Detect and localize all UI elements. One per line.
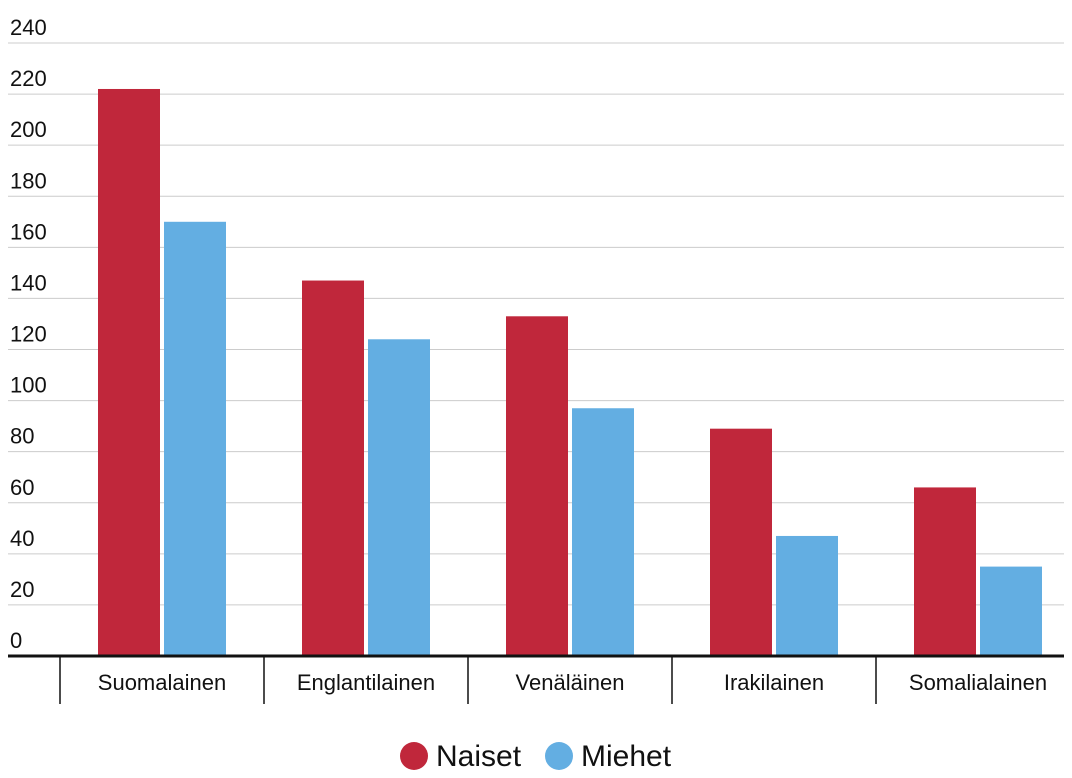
bar-miehet-irakilainen	[776, 535, 838, 656]
bar-miehet-somalialainen	[980, 566, 1042, 656]
x-tick-label: Venäläinen	[516, 670, 625, 695]
y-tick-label: 60	[10, 475, 34, 500]
y-tick-label: 240	[10, 15, 47, 40]
y-tick-label: 100	[10, 373, 47, 398]
x-tick-label: Irakilainen	[724, 670, 824, 695]
bar-naiset-somalialainen	[914, 487, 976, 656]
bar-miehet-venäläinen	[572, 408, 634, 656]
legend-marker-naiset	[400, 742, 428, 770]
bar-naiset-englantilainen	[302, 280, 364, 656]
bar-miehet-englantilainen	[368, 339, 430, 656]
y-tick-label: 0	[10, 628, 22, 653]
y-tick-label: 80	[10, 424, 34, 449]
x-axis: Suomalainen Englantilainen Venäläinen Iraki…	[8, 654, 1064, 704]
y-tick-label: 140	[10, 270, 47, 295]
x-tick-label: Englantilainen	[297, 670, 435, 695]
y-tick-label: 40	[10, 526, 34, 551]
y-tick-label: 180	[10, 168, 47, 193]
bar-naiset-suomalainen	[98, 88, 160, 657]
y-tick-label: 120	[10, 322, 47, 347]
y-axis-ticks: 0 20 40 60 80 100 120 140 160 180 200 220 240	[10, 15, 47, 653]
legend: Naiset Miehet	[400, 740, 672, 773]
x-tick-label: Suomalainen	[98, 670, 226, 695]
bars	[98, 88, 1042, 657]
legend-marker-miehet	[545, 742, 573, 770]
x-tick-label: Somalialainen	[909, 670, 1047, 695]
bar-naiset-irakilainen	[710, 428, 772, 656]
bar-naiset-venäläinen	[506, 316, 568, 656]
y-tick-label: 20	[10, 577, 34, 602]
legend-label-naiset: Naiset	[436, 740, 522, 773]
y-tick-label: 220	[10, 66, 47, 91]
y-tick-label: 160	[10, 219, 47, 244]
bar-miehet-suomalainen	[164, 221, 226, 656]
y-tick-label: 200	[10, 117, 47, 142]
legend-label-miehet: Miehet	[581, 740, 672, 773]
